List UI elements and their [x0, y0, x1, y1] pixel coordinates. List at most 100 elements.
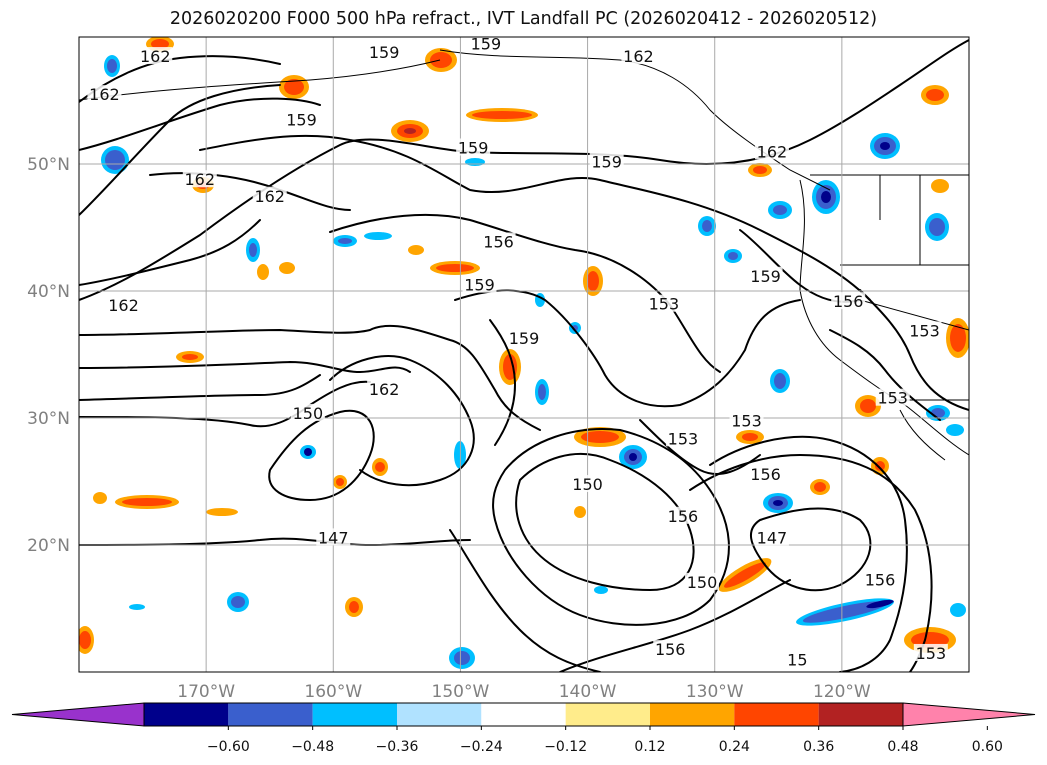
colorbar-tick-label: 0.12: [634, 739, 665, 755]
contour-label-background: [665, 429, 700, 447]
positive-anomaly-patch: [430, 52, 452, 68]
contour-label: 153: [916, 644, 947, 663]
contour-line-159-west-lobe: [79, 97, 321, 151]
map-frame: [78, 36, 970, 673]
positive-anomaly-patch: [336, 478, 344, 486]
contour-label-background: [748, 266, 783, 284]
contour-label-background: [913, 643, 948, 661]
contour-label: 159: [286, 111, 317, 130]
positive-anomaly-patch: [122, 498, 172, 506]
positive-anomaly-patch: [284, 79, 304, 95]
contour-label: 159: [464, 276, 495, 295]
contour-label: 147: [318, 528, 349, 547]
north-america-west-coast: [799, 179, 969, 456]
lon-tick-label: 140°W: [559, 682, 617, 702]
contour-line-159-north: [79, 39, 969, 301]
colorbar: [11, 702, 1036, 730]
contour-line-162-north: [79, 55, 281, 103]
contour-label-background: [621, 47, 656, 65]
contour-label-background: [570, 475, 605, 493]
contour-label-background: [754, 528, 789, 546]
negative-anomaly-patch: [304, 448, 312, 456]
latitude-labels: 20°N 30°N 40°N 50°N: [27, 155, 70, 556]
positive-anomaly-patch: [926, 89, 944, 101]
contour-label-background: [831, 292, 866, 310]
colorbar-tick-label: −0.36: [376, 739, 419, 755]
contour-label-background: [863, 570, 897, 588]
contour-line-150-island: [268, 409, 375, 501]
contour-label: 15: [787, 650, 807, 669]
positive-anomaly-patch: [279, 262, 295, 274]
lon-tick-label: 160°W: [304, 682, 362, 702]
colorbar-extend-low: [11, 702, 145, 727]
contour-line-162-west: [79, 219, 261, 286]
figure-title: 2026020200 F000 500 hPa refract., IVT La…: [169, 9, 878, 29]
negative-anomaly-patch: [107, 59, 117, 73]
contour-label: 153: [731, 412, 762, 431]
contour-label-background: [653, 640, 688, 658]
colorbar-bin: [650, 703, 735, 726]
contour-line-150-bottom: [449, 529, 601, 672]
lon-tick-label: 130°W: [686, 682, 744, 702]
colorbar-frame: [143, 702, 904, 727]
contour-label: 162: [369, 380, 400, 399]
negative-anomaly-patch: [880, 142, 890, 150]
lon-tick-label: 170°W: [177, 682, 235, 702]
contour-label-background: [106, 295, 141, 313]
coastlines: [79, 49, 969, 461]
positive-anomaly-patch: [349, 601, 359, 613]
contour-line-147-south: [79, 374, 321, 401]
lon-tick-label: 150°W: [432, 682, 490, 702]
contour-label: 162: [623, 47, 654, 66]
contour-label: 159: [458, 138, 489, 157]
contour-label: 162: [140, 47, 171, 66]
alaska-coastline: [439, 49, 831, 191]
positive-anomaly-patch: [436, 264, 474, 272]
map-background: [79, 37, 969, 672]
contour-label-background: [284, 110, 319, 128]
positive-anomaly-patch: [408, 245, 424, 255]
negative-anomaly-patch: [538, 384, 546, 400]
colorbar-tick-label: −0.60: [207, 739, 250, 755]
lat-tick-label: 50°N: [27, 155, 70, 175]
contour-label: 153: [668, 429, 699, 448]
contour-label-background: [665, 506, 700, 524]
contour-line-156-south-east: [689, 454, 933, 672]
contour-label-background: [290, 403, 325, 421]
contour-label: 156: [655, 640, 686, 659]
negative-anomaly-patch: [866, 599, 894, 609]
lat-tick-label: 30°N: [27, 409, 70, 429]
colorbar-extend-high: [902, 702, 1036, 727]
negative-anomaly-patch: [931, 408, 945, 418]
contour-label: 159: [471, 34, 502, 53]
contour-label-background: [87, 85, 122, 103]
contour-label: 156: [833, 292, 864, 311]
negative-anomaly-patch: [364, 232, 392, 240]
negative-anomaly-patch: [950, 603, 966, 617]
contour-labels: 162 162 159 159 162 159 159 159 162 162 162 156 159 1…: [87, 34, 948, 669]
contour-label: 162: [108, 296, 139, 315]
contour-label-background: [785, 650, 810, 668]
contour-label: 159: [509, 329, 540, 348]
positive-anomaly-patch: [742, 433, 758, 441]
negative-anomaly-patch: [773, 500, 783, 506]
colorbar-tick-label: 0.24: [719, 739, 750, 755]
negative-anomaly-patch: [454, 651, 470, 665]
colorbar-tick-label: −0.48: [291, 739, 334, 755]
aleutian-coastline: [79, 59, 441, 101]
colorbar-tick-label: 0.48: [887, 739, 918, 755]
negative-anomaly-patch: [728, 252, 738, 260]
contour-label-background: [729, 411, 764, 429]
negative-anomaly-patch: [821, 191, 831, 203]
contour-label-background: [316, 528, 351, 546]
contour-line-159-subtropical: [489, 319, 516, 446]
negative-anomaly-patch: [802, 601, 888, 623]
negative-anomaly-patch: [105, 150, 125, 170]
contour-label: 150: [687, 573, 718, 592]
positive-anomaly-patch: [375, 462, 385, 472]
colorbar-bin: [734, 703, 819, 726]
contour-label-background: [367, 43, 402, 61]
contour-label-background: [462, 275, 497, 293]
contour-label-background: [507, 328, 541, 346]
